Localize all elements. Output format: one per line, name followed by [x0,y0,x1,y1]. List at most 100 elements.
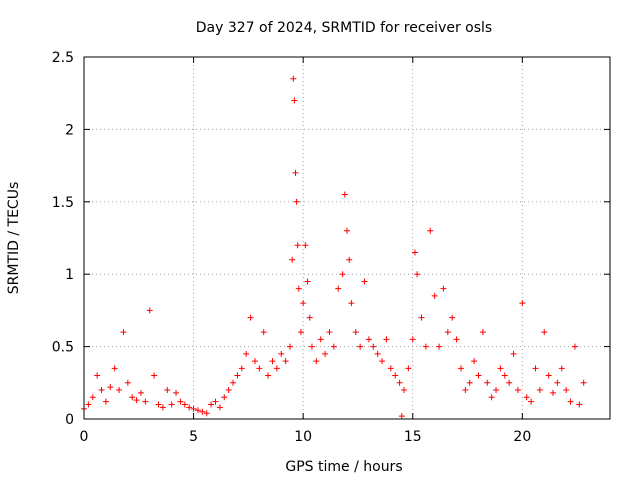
data-point [344,227,350,234]
data-point [313,358,320,365]
data-point [550,389,557,396]
data-point [427,227,434,234]
data-point [221,394,228,401]
data-point [580,379,587,386]
data-point [89,394,96,401]
data-point [532,365,539,372]
data-point [85,401,92,408]
data-point [488,394,495,401]
data-point [414,271,421,278]
data-point [545,372,552,379]
data-point [278,350,285,357]
data-point [392,372,399,379]
data-point [365,336,372,343]
data-point [164,387,171,394]
data-point [484,379,491,386]
chart-title: Day 327 of 2024, SRMTID for receiver osl… [196,20,492,36]
data-point [151,372,158,379]
data-point [436,343,443,350]
data-point [405,365,412,372]
data-point [418,314,425,321]
data-point [501,372,508,379]
data-point [273,365,280,372]
y-tick-label: 0.5 [52,340,74,356]
data-point [374,350,381,357]
data-point [466,379,473,386]
data-point [208,401,215,408]
data-point [422,343,429,350]
data-point [146,307,153,314]
data-point [361,278,368,285]
data-point [322,350,329,357]
data-point [536,387,543,394]
data-point [142,398,149,405]
data-point [528,398,535,405]
data-point [194,407,201,414]
data-point [558,365,565,372]
data-point [567,398,574,405]
data-point [370,343,377,350]
data-point [216,404,223,411]
data-point [120,329,127,336]
data-point [306,314,313,321]
data-point [133,397,140,404]
data-point [203,410,210,417]
data-point [282,358,289,365]
data-point [431,292,438,299]
y-tick-label: 1.5 [52,195,74,211]
data-point [462,387,469,394]
plot-frame [83,56,611,420]
data-point [199,408,206,415]
data-point [256,365,263,372]
points-layer [81,75,587,420]
data-point [352,329,359,336]
data-point [98,387,105,394]
data-point [493,387,500,394]
data-point [308,343,315,350]
data-point [243,350,250,357]
x-tick-label: 0 [80,429,89,445]
y-tick-label: 2 [65,122,74,138]
data-point [576,401,583,408]
data-point [234,372,241,379]
data-point [523,394,530,401]
data-point [383,336,390,343]
data-point [94,372,101,379]
data-point [514,387,521,394]
data-point [519,300,526,307]
data-point [124,379,131,386]
data-point [260,329,267,336]
ticks-layer: 0 5 10 15 20 0 0.5 1 1.5 2 2.5 [52,50,610,445]
data-point [190,405,197,412]
data-point [297,329,304,336]
data-point [238,365,245,372]
data-point [173,389,180,396]
data-point [411,249,418,256]
x-tick-label: 20 [513,429,531,445]
data-point [107,384,114,391]
data-point [294,242,301,249]
data-point [304,278,311,285]
data-point [290,75,297,82]
data-point [186,404,193,411]
data-point [346,256,353,263]
data-point [159,404,166,411]
data-point [137,389,144,396]
data-point [479,329,486,336]
data-point [348,300,355,307]
data-point [398,413,405,420]
y-tick-label: 2.5 [52,50,74,66]
data-point [168,401,175,408]
data-point [357,343,364,350]
data-point [475,372,482,379]
data-point [212,398,219,405]
data-point [116,387,123,394]
x-tick-label: 10 [294,429,312,445]
data-point [292,169,299,176]
data-point [300,300,307,307]
data-point [541,329,548,336]
x-tick-label: 5 [189,429,198,445]
y-axis-label: SRMTID / TECUs [6,182,22,295]
data-point [265,372,272,379]
